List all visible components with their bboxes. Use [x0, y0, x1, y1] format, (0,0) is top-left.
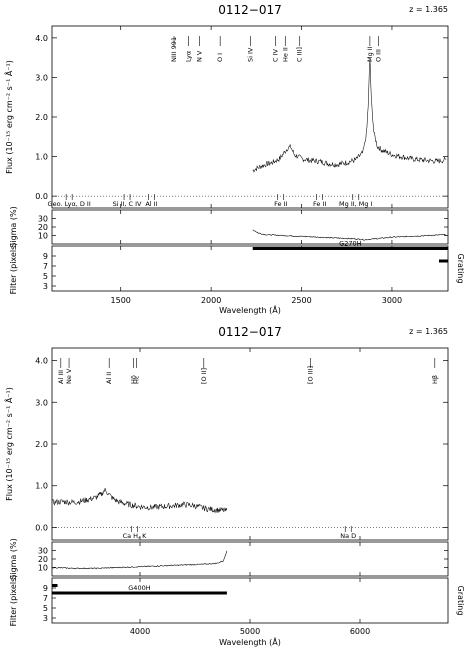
p2-sigma-panel — [51, 541, 449, 577]
p2-filter-axis-label: Filter (pixels) — [9, 575, 18, 627]
p2-y-tick-label: 4.0 — [35, 357, 48, 366]
p1-emission-label: C III] — [296, 47, 304, 62]
p2-sigma-line — [51, 550, 228, 570]
p1-y-tick-label: 1.0 — [35, 153, 48, 162]
p1-sigma-axis-label: Sigma (%) — [9, 206, 18, 247]
p2-y-tick-label: 0.0 — [35, 523, 48, 532]
p1-x-tick-label: 2000 — [201, 296, 221, 305]
p2-emission-label: Hδ — [129, 375, 137, 384]
p1-absorption-label: Geo. Lyα, D II — [48, 200, 91, 208]
p1-sigma-tick-label: 20 — [38, 223, 48, 232]
p2-filter-tick-label: 7 — [43, 594, 48, 603]
p1-emission-label: O I — [216, 53, 224, 62]
p1-x-axis-label: Wavelength (Å) — [219, 304, 281, 315]
p2-y-tick-label: 3.0 — [35, 398, 48, 407]
p2-grating-axis-label: Grating — [456, 586, 465, 616]
p1-y-tick-label: 3.0 — [35, 73, 48, 82]
p2-filter-tick-label: 3 — [43, 614, 48, 623]
p2-emission-label: [O II] — [200, 368, 208, 384]
p1-absorption-label: Si II, C IV — [113, 200, 142, 208]
p1-filter-tick-label: 3 — [43, 282, 48, 291]
p2-emission-label: [O III] — [307, 366, 315, 384]
p1-filter-tick-label: 7 — [43, 262, 48, 271]
p1-filter-panel — [51, 245, 449, 292]
p1-sigma-line — [252, 229, 447, 241]
p2-y-axis-label: Flux (10⁻¹⁵ erg cm⁻² s⁻¹ Å⁻¹) — [3, 387, 14, 501]
p1-sigma-panel — [51, 209, 449, 245]
p1-emission-label: NIII 991 — [170, 37, 178, 62]
p2-flux-series-line — [51, 488, 228, 514]
p2-emission-label: Hε — [133, 375, 141, 384]
p2-filter-panel — [51, 577, 449, 624]
p2-absorption-label: Ca H, K — [123, 532, 148, 540]
p1-grating-label: G270H — [339, 240, 361, 248]
p1-sigma-tick-label: 30 — [38, 215, 48, 224]
p1-x-tick-label: 2500 — [291, 296, 311, 305]
p2-emission-label: Hβ — [431, 375, 439, 384]
p1-flux-series-line — [252, 59, 447, 173]
p2-grating-label: G400H — [128, 584, 150, 592]
p2-emission-label: Al II — [105, 372, 113, 384]
p1-filter-axis-label: Filter (pixels) — [9, 243, 18, 295]
p1-y-tick-label: 2.0 — [35, 113, 48, 122]
p2-emission-label: Al III — [57, 370, 65, 384]
p2-x-tick-label: 4000 — [130, 627, 150, 636]
p1-emission-label: O III — [374, 49, 382, 62]
p1-redshift-label: z = 1.365 — [409, 5, 448, 14]
p1-absorption-label: Mg II, Mg I — [339, 200, 373, 208]
p1-emission-label: Mg II — [366, 46, 374, 62]
p1-y-axis-label: Flux (10⁻¹⁵ erg cm⁻² s⁻¹ Å⁻¹) — [3, 60, 14, 174]
p1-absorption-label: Fe II — [274, 200, 287, 208]
p1-sigma-tick-label: 10 — [38, 232, 48, 241]
p2-filter-tick-label: 9 — [43, 584, 48, 593]
p2-absorption-label: Na D — [340, 532, 356, 540]
p1-emission-label: C IV — [271, 48, 279, 62]
p1-emission-label: Lyα — [185, 51, 193, 62]
p1-emission-label: N V — [195, 50, 203, 62]
p2-redshift-label: z = 1.365 — [409, 327, 448, 336]
p1-x-tick-label: 1500 — [111, 296, 131, 305]
p2-sigma-tick-label: 20 — [38, 555, 48, 564]
p2-y-tick-label: 1.0 — [35, 482, 48, 491]
p1-emission-label: Si IV — [246, 47, 254, 62]
p2-chart-title: 0112−017 — [218, 325, 282, 339]
p1-emission-label: He II — [281, 47, 289, 62]
p2-x-tick-label: 6000 — [350, 627, 370, 636]
p1-filter-tick-label: 9 — [43, 252, 48, 261]
p1-y-tick-label: 4.0 — [35, 34, 48, 43]
p2-sigma-axis-label: Sigma (%) — [9, 538, 18, 579]
p2-emission-label: Ne V — [65, 368, 73, 384]
p2-x-tick-label: 5000 — [240, 627, 260, 636]
p1-x-tick-label: 3000 — [382, 296, 402, 305]
p1-filter-tick-label: 5 — [43, 272, 48, 281]
p2-filter-tick-label: 5 — [43, 604, 48, 613]
p2-x-axis-label: Wavelength (Å) — [219, 636, 281, 647]
p1-grating-axis-label: Grating — [456, 254, 465, 284]
p2-sigma-tick-label: 30 — [38, 547, 48, 556]
p2-y-tick-label: 2.0 — [35, 440, 48, 449]
p2-sigma-tick-label: 10 — [38, 564, 48, 573]
p1-y-tick-label: 0.0 — [35, 192, 48, 201]
p1-chart-title: 0112−017 — [218, 3, 282, 17]
p1-absorption-label: Al II — [145, 200, 157, 208]
p1-absorption-label: Fe II — [313, 200, 326, 208]
